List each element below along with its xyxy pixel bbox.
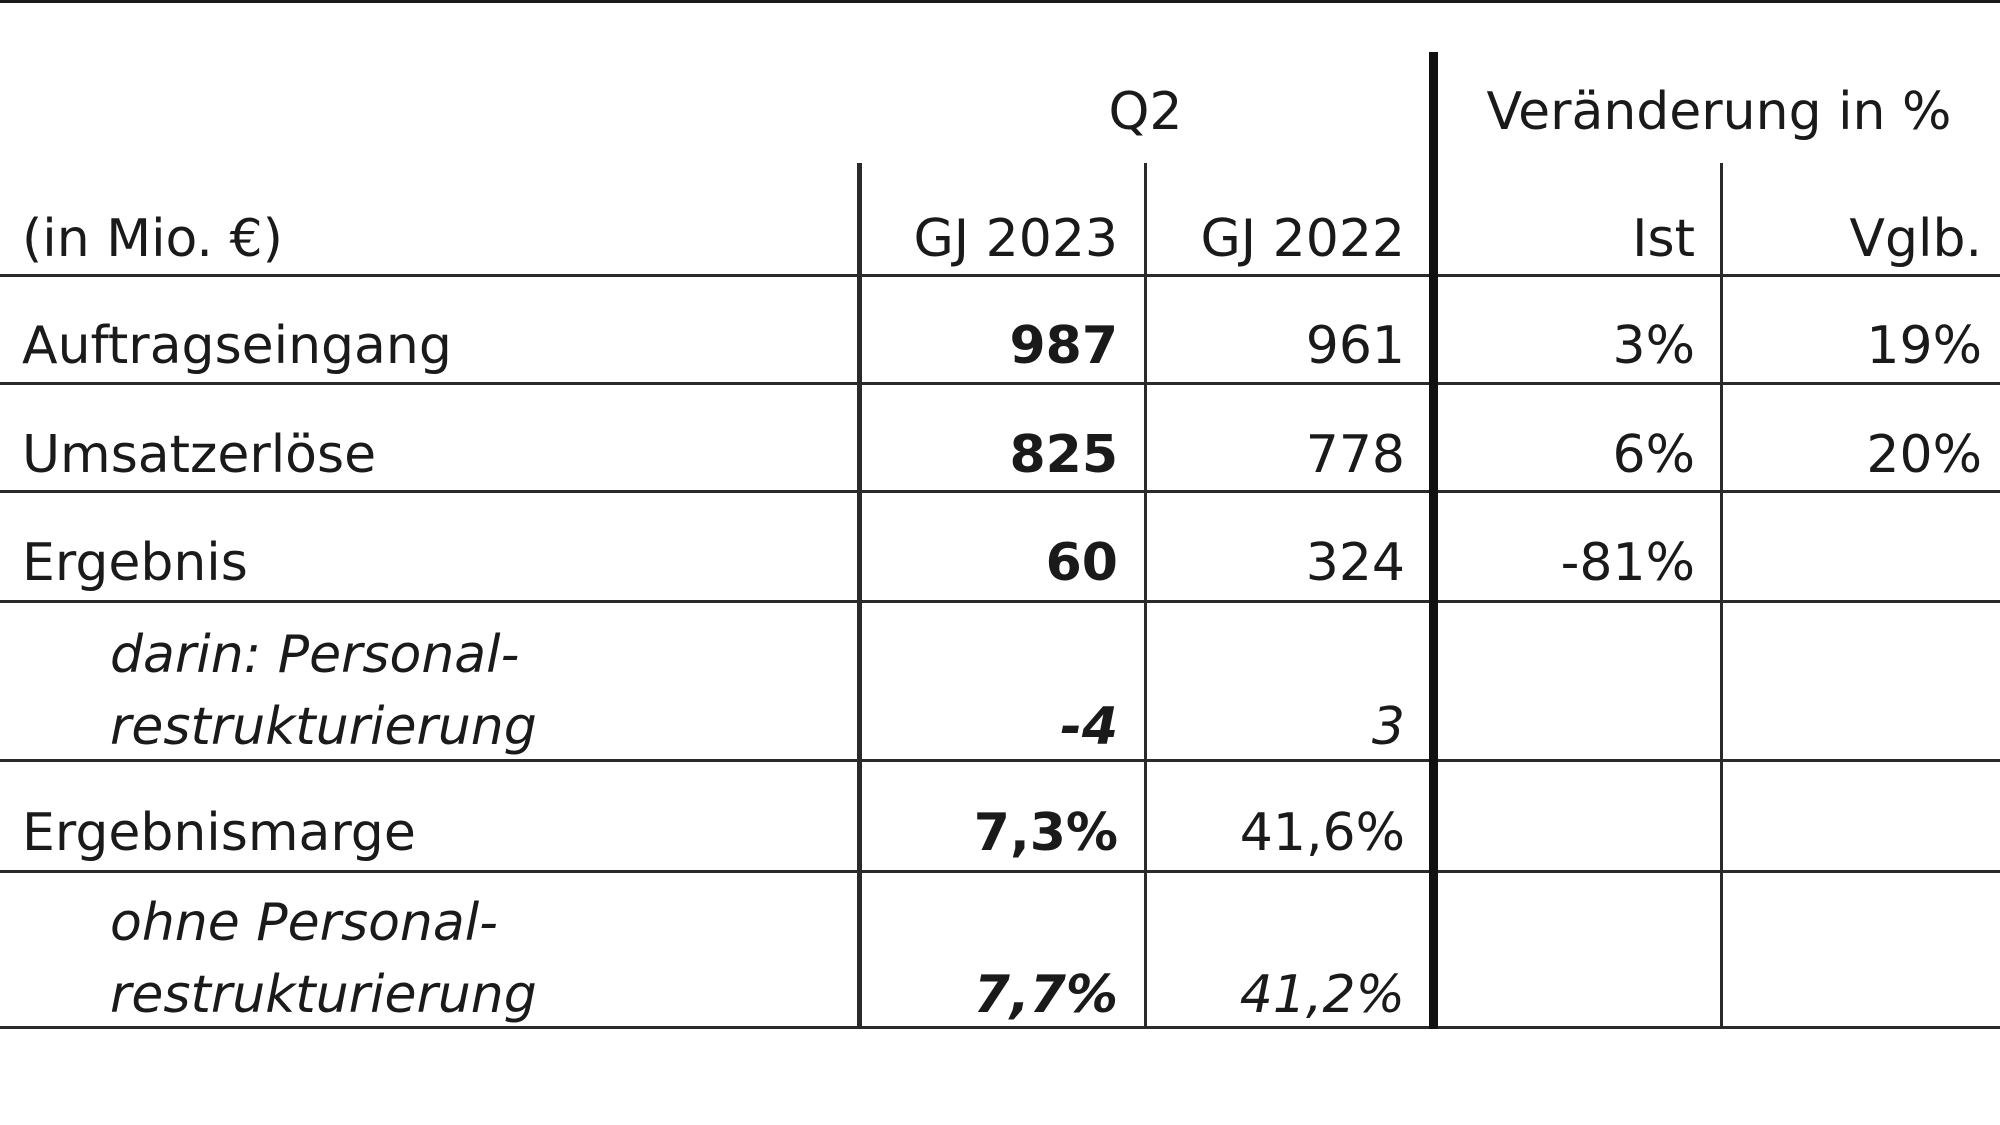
table-bottom-rule bbox=[0, 1026, 2000, 1029]
row-divider bbox=[0, 382, 2000, 385]
unit-label: (in Mio. €) bbox=[22, 209, 283, 269]
change-group-header: Veränderung in % bbox=[1486, 82, 1952, 142]
cell-gj2023: 7,7% bbox=[973, 965, 1118, 1025]
row-divider bbox=[0, 759, 2000, 762]
row-label: Ergebnis bbox=[22, 533, 248, 593]
cell-gj2022: 41,2% bbox=[1239, 965, 1405, 1025]
row-divider bbox=[0, 490, 2000, 493]
column-divider bbox=[1144, 163, 1147, 1029]
column-header-gj2022: GJ 2022 bbox=[1200, 209, 1406, 269]
cell-actual-change: 6% bbox=[1612, 425, 1696, 485]
period-header: Q2 bbox=[1108, 82, 1183, 142]
row-label-line-1: darin: Personal- bbox=[110, 625, 520, 685]
group-divider bbox=[1429, 52, 1438, 1029]
row-divider bbox=[0, 870, 2000, 873]
row-label-line-2: restrukturierung bbox=[110, 697, 537, 757]
cell-comparable-change: 19% bbox=[1866, 316, 1982, 376]
cell-comparable-change: 20% bbox=[1866, 425, 1982, 485]
cell-gj2023: 825 bbox=[1009, 425, 1118, 485]
row-label: Umsatzerlöse bbox=[22, 425, 377, 485]
cell-actual-change: -81% bbox=[1560, 533, 1695, 593]
cell-gj2023: -4 bbox=[1060, 697, 1118, 757]
cell-gj2022: 3 bbox=[1371, 697, 1405, 757]
column-header-actual: Ist bbox=[1632, 209, 1695, 269]
row-label: Ergebnismarge bbox=[22, 803, 416, 863]
column-divider bbox=[1720, 163, 1723, 1029]
cell-gj2022: 324 bbox=[1305, 533, 1405, 593]
row-divider bbox=[0, 600, 2000, 603]
row-label-line-1: ohne Personal- bbox=[110, 893, 498, 953]
cell-gj2023: 60 bbox=[1045, 533, 1118, 593]
header-rule bbox=[0, 274, 2000, 277]
cell-gj2023: 7,3% bbox=[973, 803, 1118, 863]
column-header-comparable: Vglb. bbox=[1849, 209, 1982, 269]
row-label-line-2: restrukturierung bbox=[110, 965, 537, 1025]
cell-gj2022: 778 bbox=[1305, 425, 1405, 485]
row-label: Auftragseingang bbox=[22, 316, 452, 376]
cell-gj2022: 961 bbox=[1305, 316, 1405, 376]
cell-gj2022: 41,6% bbox=[1239, 803, 1405, 863]
column-divider bbox=[857, 163, 862, 1029]
cell-actual-change: 3% bbox=[1612, 316, 1696, 376]
cell-gj2023: 987 bbox=[1009, 316, 1118, 376]
table-top-border bbox=[0, 0, 2000, 3]
column-header-gj2023: GJ 2023 bbox=[913, 209, 1119, 269]
